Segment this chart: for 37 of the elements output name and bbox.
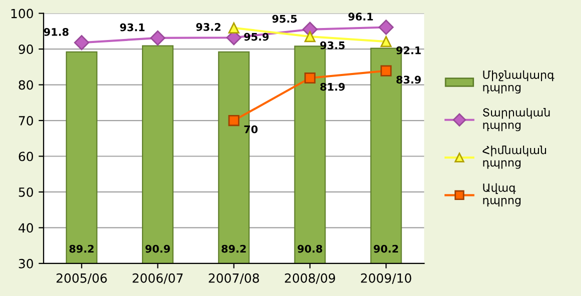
y-tick-label: 40 [18, 223, 34, 233]
y-tick-label: 90 [18, 44, 34, 54]
y-tick-label: 30 [18, 258, 34, 268]
y-tick-label: 100 [11, 8, 34, 18]
point [150, 30, 166, 46]
data-label: 93.2 [196, 23, 220, 31]
data-label: 90.2 [374, 244, 398, 253]
data-label: 93.1 [120, 23, 145, 32]
data-label: 90.9 [145, 244, 170, 253]
point [380, 36, 392, 48]
point [74, 35, 90, 50]
x-tick-label: 2009/10 [361, 273, 412, 284]
x-tick-label: 2006/07 [132, 273, 183, 284]
data-label: 91.8 [44, 28, 68, 36]
point [228, 22, 240, 34]
y-tick-label: 50 [18, 187, 34, 197]
x-tick-label: 2005/06 [56, 273, 107, 284]
x-tick-label: 2007/08 [208, 273, 259, 284]
data-label: 89.2 [69, 244, 94, 253]
point [228, 114, 240, 126]
data-label: 95.5 [272, 14, 297, 23]
point [380, 65, 392, 76]
y-tick-label: 80 [18, 80, 34, 90]
data-label: 93.5 [320, 41, 345, 50]
x-tick-label: 2008/09 [284, 273, 336, 284]
data-label: 96.1 [348, 12, 373, 21]
y-tick-label: 70 [18, 116, 34, 126]
point [378, 20, 394, 35]
point [304, 30, 316, 42]
legend-label: Ավագ դպրոց [483, 183, 521, 206]
legend-label: Միջնակարգ դպրոց [483, 70, 554, 94]
data-label: 90.8 [298, 244, 322, 253]
legend-label: Հիմնական դպրոց [482, 146, 546, 169]
legend-label: Տարրական դպրոց [483, 108, 550, 132]
y-tick-label: 60 [18, 152, 34, 162]
data-label: 89.2 [222, 244, 246, 253]
point [304, 72, 316, 84]
